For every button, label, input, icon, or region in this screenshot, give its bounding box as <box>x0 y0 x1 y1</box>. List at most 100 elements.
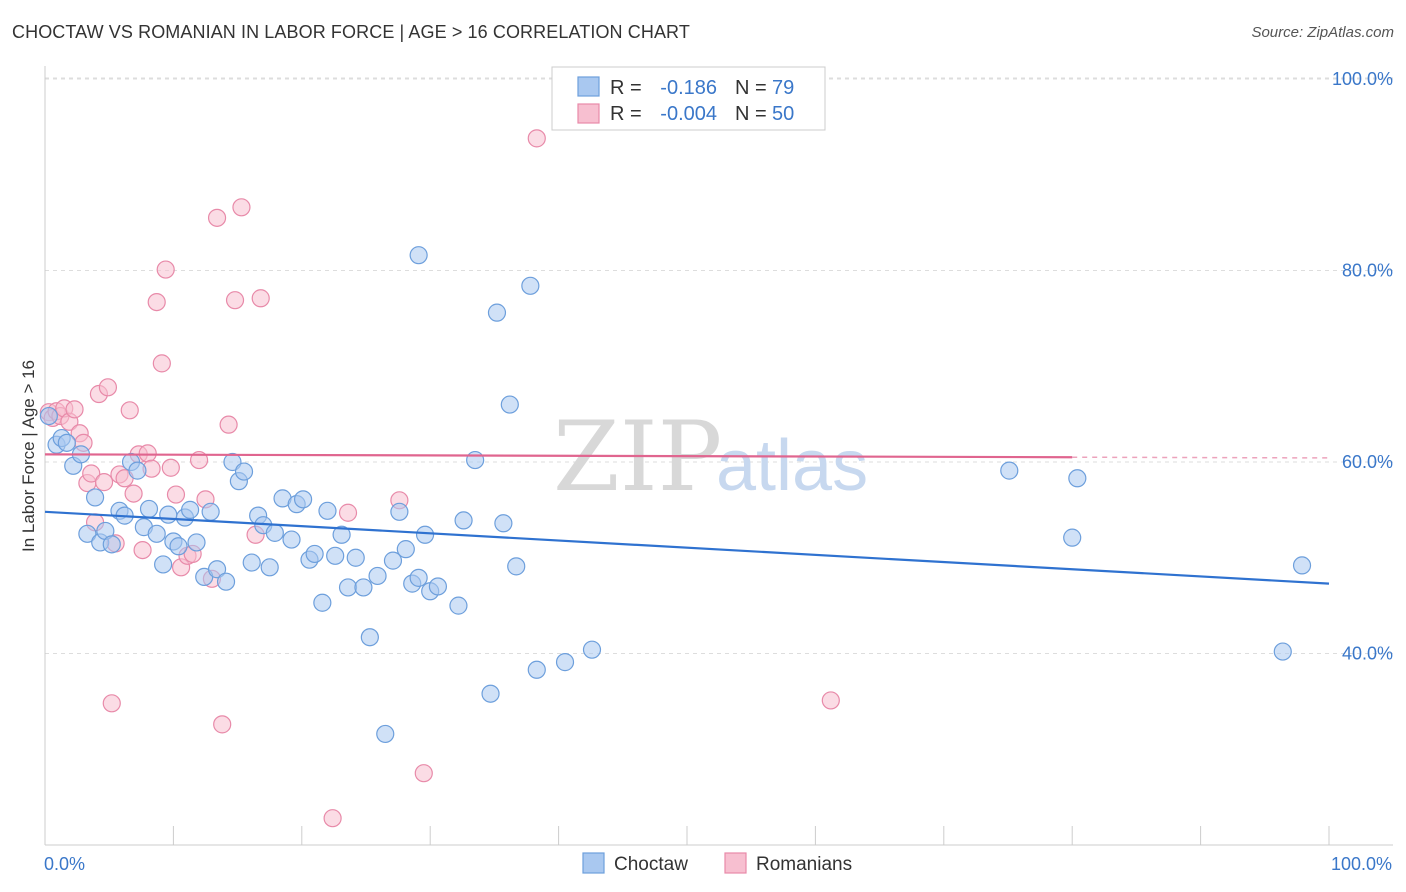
choctaw-point <box>1063 528 1082 547</box>
y-tick-label: 60.0% <box>1342 452 1393 472</box>
choctaw-point <box>500 395 519 414</box>
choctaw-point <box>85 488 105 507</box>
romanians-point <box>82 464 101 483</box>
romanians-point <box>213 715 232 734</box>
romanians-point <box>65 400 84 419</box>
romanians-point <box>527 129 546 148</box>
trend-lines <box>44 453 1330 585</box>
choctaw-point <box>39 406 58 426</box>
romanians-point <box>120 401 139 420</box>
y-tick-label: 40.0% <box>1342 644 1393 664</box>
choctaw-trend-line <box>44 510 1330 585</box>
choctaw-point <box>338 578 358 597</box>
choctaw-point <box>293 490 313 509</box>
choctaw-point <box>57 433 76 452</box>
romanians-point <box>166 485 186 504</box>
legend-r-label-choctaw: R = <box>610 77 642 99</box>
legend-r-value-choctaw: -0.186 <box>660 77 717 99</box>
romanians-point <box>102 694 121 713</box>
legend-r-value-romanians: -0.004 <box>660 103 717 125</box>
legend-swatch-choctaw <box>577 76 600 97</box>
choctaw-point <box>409 246 428 265</box>
choctaw-point <box>78 524 97 543</box>
romanians-point <box>232 198 251 217</box>
romanians-point <box>147 292 166 312</box>
legend-swatch-romanians <box>577 103 600 124</box>
romanians-point <box>98 378 118 397</box>
watermark-atlas: atlas <box>716 426 868 506</box>
choctaw-point <box>1292 556 1312 575</box>
choctaw-point <box>147 524 166 543</box>
romanians-point <box>133 540 152 560</box>
romanians-point <box>338 503 358 522</box>
y-axis-tick-labels: 40.0% 60.0% 80.0% 100.0% <box>1332 69 1393 664</box>
chart-title: CHOCTAW VS ROMANIAN IN LABOR FORCE | AGE… <box>12 22 690 42</box>
bottom-legend: Choctaw Romanians <box>582 852 852 875</box>
choctaw-point <box>396 540 415 559</box>
choctaw-point <box>207 560 227 579</box>
choctaw-point <box>376 724 395 744</box>
x-tick-label-max: 100.0% <box>1331 854 1392 874</box>
choctaw-point <box>313 593 332 612</box>
choctaw-point <box>260 558 279 577</box>
romanians-point <box>414 764 433 783</box>
choctaw-point <box>187 533 206 552</box>
x-axis-ticks <box>44 826 1330 845</box>
choctaw-point <box>507 557 526 576</box>
choctaw-point <box>102 535 121 554</box>
choctaw-point <box>415 525 435 544</box>
choctaw-point <box>180 500 200 519</box>
choctaw-point <box>454 511 473 530</box>
choctaw-point <box>1000 461 1019 480</box>
choctaw-point <box>234 462 254 481</box>
y-tick-label: 80.0% <box>1342 261 1393 281</box>
romanians-point <box>138 444 157 463</box>
choctaw-point <box>242 553 261 572</box>
romanians-point <box>323 809 342 828</box>
choctaw-point <box>360 628 379 647</box>
x-tick-label-min: 0.0% <box>44 854 85 874</box>
y-axis-label: In Labor Force | Age > 16 <box>19 360 38 552</box>
choctaw-point <box>169 537 188 556</box>
choctaw-point <box>216 572 236 591</box>
choctaw-point <box>1273 642 1292 661</box>
choctaw-point <box>582 640 602 659</box>
choctaw-point <box>409 568 428 587</box>
romanians-point <box>821 691 840 710</box>
source-credit: Source: ZipAtlas.com <box>1251 24 1394 41</box>
choctaw-point <box>527 660 546 679</box>
choctaw-point <box>354 578 373 597</box>
bottom-legend-label-choctaw: Choctaw <box>614 854 688 875</box>
romanians-point <box>251 289 270 308</box>
choctaw-point <box>449 596 468 615</box>
legend-n-label-romanians: N = <box>735 103 767 125</box>
legend-n-value-romanians: 50 <box>772 103 794 125</box>
choctaw-point <box>521 276 540 295</box>
romanians-point <box>94 473 114 492</box>
bottom-legend-swatch-choctaw <box>582 852 605 874</box>
choctaw-point <box>383 551 403 570</box>
choctaw-point <box>555 653 575 672</box>
choctaw-point <box>1068 469 1087 488</box>
legend-n-label-choctaw: N = <box>735 77 767 99</box>
romanians-points <box>39 69 840 828</box>
romanians-point <box>156 260 175 279</box>
bottom-legend-swatch-romanians <box>724 852 747 874</box>
romanians-point <box>219 415 238 434</box>
choctaw-point <box>265 523 284 542</box>
choctaw-point <box>428 577 448 596</box>
choctaw-point <box>346 548 365 567</box>
choctaw-point <box>159 505 178 524</box>
choctaw-point <box>494 514 513 533</box>
choctaw-point <box>332 525 351 544</box>
choctaw-point <box>466 450 485 470</box>
romanians-trend-extension <box>1072 456 1330 459</box>
legend-box: R = -0.186 N = 79 R = -0.004 N = 50 <box>551 66 826 131</box>
legend-r-label-romanians: R = <box>610 103 642 125</box>
choctaw-point <box>305 544 324 564</box>
romanians-point <box>152 354 171 373</box>
romanians-point <box>207 208 227 227</box>
choctaw-point <box>326 546 345 565</box>
romanians-trend-line <box>44 453 1073 459</box>
